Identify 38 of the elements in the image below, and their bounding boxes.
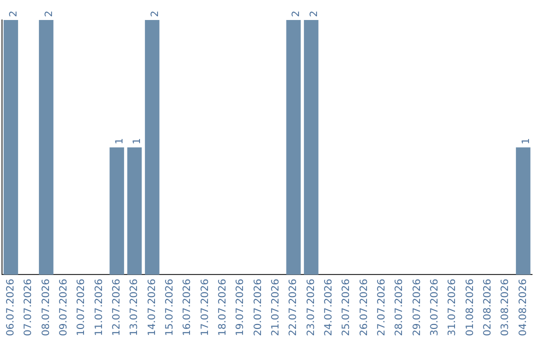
x-tick-label: 06.07.2026 [5, 278, 16, 336]
x-tick-label: 24.07.2026 [323, 278, 334, 336]
x-tick-label: 25.07.2026 [341, 278, 352, 336]
data-label: 2 [291, 10, 302, 17]
x-tick-label: 21.07.2026 [270, 278, 282, 336]
data-label: 1 [114, 138, 126, 144]
x-tick-label: 22.07.2026 [288, 278, 300, 336]
x-tick-label: 09.07.2026 [58, 278, 70, 336]
x-tick-label: 13.07.2026 [129, 278, 140, 336]
x-tick-label: 17.07.2026 [200, 278, 211, 336]
x-tick-label: 14.07.2026 [146, 278, 158, 336]
x-tick-label: 04.08.2026 [518, 278, 529, 336]
data-label: 2 [150, 10, 161, 17]
x-tick-label: 27.07.2026 [376, 278, 388, 336]
x-tick-label: 23.07.2026 [306, 278, 317, 336]
x-tick-label: 10.07.2026 [76, 278, 88, 336]
data-label: 2 [8, 10, 20, 17]
x-tick-label: 28.07.2026 [394, 278, 406, 336]
x-tick-label: 19.07.2026 [235, 278, 246, 336]
x-tick-label: 30.07.2026 [429, 278, 440, 336]
x-tick-label: 08.07.2026 [40, 278, 52, 336]
x-tick-label: 18.07.2026 [217, 278, 228, 336]
x-tick-label: 03.08.2026 [500, 278, 512, 336]
x-tick-label: 31.07.2026 [447, 278, 458, 336]
x-tick-label: 11.07.2026 [94, 278, 105, 336]
x-tick-label: 29.07.2026 [412, 278, 423, 336]
x-tick-label: 02.08.2026 [482, 278, 494, 336]
data-label: 1 [132, 138, 144, 144]
x-tick-label: 20.07.2026 [252, 278, 264, 336]
x-tick-label: 01.08.2026 [464, 278, 476, 336]
data-label: 2 [308, 10, 320, 17]
x-tick-label: 12.07.2026 [111, 278, 122, 336]
data-label: 1 [520, 138, 532, 144]
data-label: 2 [44, 10, 55, 17]
x-tick-label: 15.07.2026 [164, 278, 176, 336]
x-tick-label: 07.07.2026 [23, 278, 34, 336]
x-tick-label: 16.07.2026 [182, 278, 194, 336]
x-tick-label: 26.07.2026 [358, 278, 370, 336]
